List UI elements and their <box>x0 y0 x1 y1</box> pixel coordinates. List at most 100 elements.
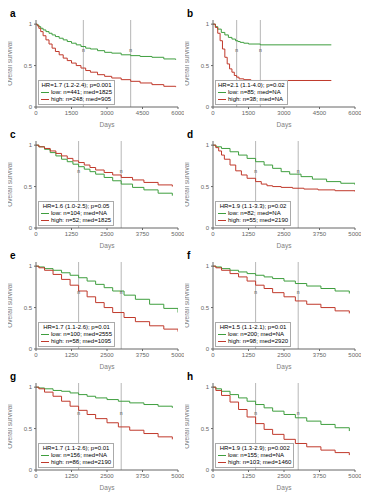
svg-text:Overall survival: Overall survival <box>185 283 190 328</box>
svg-text:Overall survival: Overall survival <box>8 283 13 328</box>
svg-text:n: n <box>235 47 238 53</box>
svg-text:Overall survival: Overall survival <box>185 404 190 449</box>
svg-text:Days: Days <box>277 121 293 129</box>
svg-text:0: 0 <box>211 110 215 116</box>
svg-text:0: 0 <box>34 473 38 479</box>
svg-text:n: n <box>82 47 85 53</box>
svg-text:5000: 5000 <box>171 473 184 479</box>
svg-text:Days: Days <box>277 484 293 492</box>
svg-text:n: n <box>77 410 80 416</box>
svg-text:1: 1 <box>206 263 210 269</box>
svg-text:4500: 4500 <box>313 110 327 116</box>
svg-text:n: n <box>77 168 80 174</box>
svg-text:5000: 5000 <box>348 352 361 358</box>
svg-text:Overall survival: Overall survival <box>8 41 13 86</box>
svg-text:0: 0 <box>34 352 38 358</box>
svg-text:n: n <box>297 410 300 416</box>
svg-text:0.5: 0.5 <box>201 426 210 432</box>
svg-text:3750: 3750 <box>313 352 327 358</box>
svg-text:0: 0 <box>211 473 215 479</box>
svg-text:0: 0 <box>211 231 215 237</box>
svg-text:n: n <box>254 168 257 174</box>
svg-text:2500: 2500 <box>100 352 114 358</box>
svg-text:1500: 1500 <box>242 110 256 116</box>
svg-text:3000: 3000 <box>100 110 114 116</box>
svg-text:1250: 1250 <box>65 352 79 358</box>
svg-text:0.5: 0.5 <box>24 63 33 69</box>
svg-text:1: 1 <box>29 384 33 390</box>
svg-text:1500: 1500 <box>65 110 79 116</box>
svg-text:0: 0 <box>206 225 210 231</box>
svg-text:1: 1 <box>29 21 33 27</box>
svg-text:2500: 2500 <box>100 473 114 479</box>
svg-text:0: 0 <box>206 104 210 110</box>
svg-text:1: 1 <box>206 384 210 390</box>
svg-text:5000: 5000 <box>348 231 361 237</box>
svg-text:1: 1 <box>29 142 33 148</box>
svg-text:Days: Days <box>277 363 293 371</box>
svg-text:3750: 3750 <box>313 473 327 479</box>
svg-text:3750: 3750 <box>313 231 327 237</box>
svg-text:n: n <box>297 289 300 295</box>
svg-text:n: n <box>120 410 123 416</box>
svg-text:0: 0 <box>29 467 33 473</box>
svg-text:0.5: 0.5 <box>24 426 33 432</box>
svg-text:n: n <box>254 289 257 295</box>
svg-text:5000: 5000 <box>171 352 184 358</box>
svg-text:0: 0 <box>34 231 38 237</box>
svg-text:1: 1 <box>29 263 33 269</box>
svg-text:n: n <box>120 168 123 174</box>
html-text:g: g <box>10 371 17 382</box>
svg-text:0: 0 <box>206 346 210 352</box>
svg-text:Days: Days <box>100 363 116 371</box>
svg-text:0: 0 <box>211 352 215 358</box>
svg-text:Overall survival: Overall survival <box>8 162 13 207</box>
svg-text:0: 0 <box>34 110 38 116</box>
svg-text:n: n <box>129 47 132 53</box>
svg-text:2500: 2500 <box>100 231 114 237</box>
svg-text:2500: 2500 <box>277 473 291 479</box>
svg-text:Overall survival: Overall survival <box>8 404 13 449</box>
svg-text:3750: 3750 <box>136 473 150 479</box>
svg-text:1: 1 <box>206 142 210 148</box>
svg-text:4500: 4500 <box>136 110 150 116</box>
svg-text:2500: 2500 <box>277 352 291 358</box>
svg-text:Overall survival: Overall survival <box>185 162 190 207</box>
svg-text:1250: 1250 <box>65 231 79 237</box>
svg-text:0: 0 <box>29 346 33 352</box>
svg-text:Overall survival: Overall survival <box>185 41 190 86</box>
svg-text:1250: 1250 <box>242 473 256 479</box>
html-text:h: h <box>187 371 194 382</box>
svg-text:n: n <box>120 289 123 295</box>
svg-text:0.5: 0.5 <box>24 184 33 190</box>
svg-text:1: 1 <box>206 21 210 27</box>
svg-text:n: n <box>297 168 300 174</box>
svg-text:0: 0 <box>206 467 210 473</box>
svg-text:0.5: 0.5 <box>201 184 210 190</box>
svg-text:3750: 3750 <box>136 352 150 358</box>
svg-text:3000: 3000 <box>277 110 291 116</box>
svg-text:1250: 1250 <box>65 473 79 479</box>
svg-text:n: n <box>254 410 257 416</box>
svg-text:Days: Days <box>100 242 116 250</box>
svg-text:5000: 5000 <box>171 231 184 237</box>
svg-text:6000: 6000 <box>171 110 184 116</box>
svg-text:0.5: 0.5 <box>201 63 210 69</box>
svg-text:6000: 6000 <box>348 110 361 116</box>
svg-text:Days: Days <box>100 121 116 129</box>
svg-text:3750: 3750 <box>136 231 150 237</box>
svg-text:2500: 2500 <box>277 231 291 237</box>
svg-text:Days: Days <box>100 484 116 492</box>
svg-text:5000: 5000 <box>348 473 361 479</box>
svg-text:n: n <box>259 47 262 53</box>
html-text:b: b <box>187 8 194 19</box>
svg-text:0: 0 <box>29 225 33 231</box>
svg-text:0.5: 0.5 <box>24 305 33 311</box>
svg-text:0.5: 0.5 <box>201 305 210 311</box>
svg-text:Days: Days <box>277 242 293 250</box>
svg-text:n: n <box>77 289 80 295</box>
svg-text:1250: 1250 <box>242 231 256 237</box>
html-text:d: d <box>187 129 194 140</box>
svg-text:0: 0 <box>29 104 33 110</box>
svg-text:1250: 1250 <box>242 352 256 358</box>
